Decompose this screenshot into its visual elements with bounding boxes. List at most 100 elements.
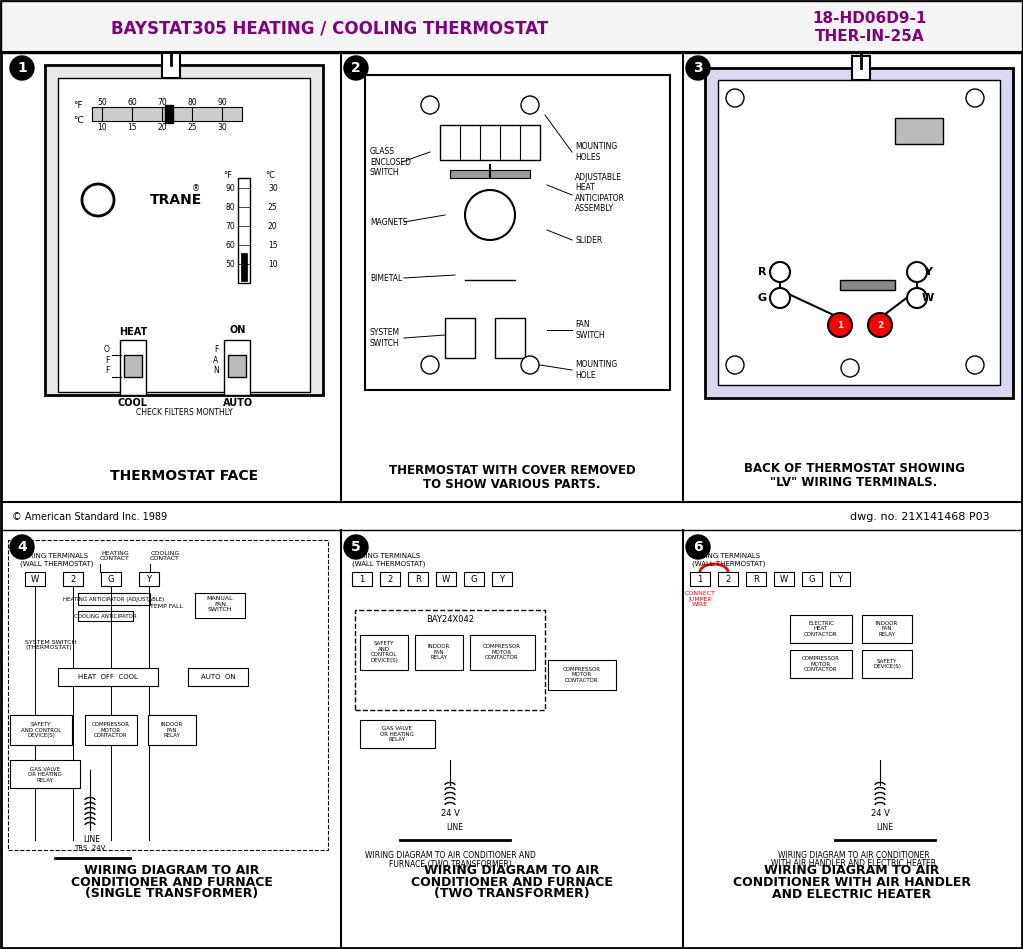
Bar [78, 593, 150, 605]
Bar [470, 635, 535, 670]
Text: 90: 90 [217, 98, 227, 106]
Text: TRS  24V: TRS 24V [75, 845, 105, 851]
Text: 1: 1 [698, 574, 703, 584]
Text: Y: Y [924, 267, 932, 277]
Bar [162, 53, 180, 78]
Bar [355, 610, 545, 710]
Text: GAS VALVE
OR HEATING
RELAY: GAS VALVE OR HEATING RELAY [28, 767, 62, 783]
Circle shape [82, 184, 114, 216]
Bar [790, 650, 852, 678]
Text: WIRING DIAGRAM TO AIR CONDITIONER: WIRING DIAGRAM TO AIR CONDITIONER [779, 851, 930, 861]
Text: 1: 1 [837, 321, 843, 329]
Circle shape [521, 356, 539, 374]
Text: COMPRESSOR
MOTOR
CONTACTOR: COMPRESSOR MOTOR CONTACTOR [563, 667, 601, 683]
Circle shape [421, 356, 439, 374]
Text: HEAT: HEAT [119, 327, 147, 337]
Ellipse shape [785, 148, 815, 162]
Text: BAY24X042: BAY24X042 [426, 616, 474, 624]
Text: 1: 1 [359, 574, 364, 584]
Text: 25: 25 [187, 122, 196, 132]
Text: (TWO TRANSFORMER): (TWO TRANSFORMER) [434, 887, 590, 901]
Text: WIRING DIAGRAM TO AIR: WIRING DIAGRAM TO AIR [764, 864, 940, 877]
Text: 5: 5 [351, 540, 361, 554]
Text: WITH AIR HANDLER AND ELECTRIC HEATER: WITH AIR HANDLER AND ELECTRIC HEATER [771, 860, 937, 868]
Text: W: W [780, 574, 788, 584]
Text: R: R [753, 574, 759, 584]
Bar [436, 572, 456, 586]
Circle shape [686, 535, 710, 559]
Circle shape [726, 356, 744, 374]
Text: 25: 25 [268, 202, 277, 212]
Text: MANUAL
FAN
SWITCH: MANUAL FAN SWITCH [207, 596, 233, 612]
Bar [360, 635, 408, 670]
Text: LINE: LINE [446, 824, 463, 832]
Bar [58, 78, 310, 392]
Text: INDOOR
FAN
RELAY: INDOOR FAN RELAY [161, 721, 183, 738]
Bar [25, 572, 45, 586]
Circle shape [770, 288, 790, 308]
Text: SYSTEM
SWITCH: SYSTEM SWITCH [370, 328, 400, 347]
Text: HEATING
CONTACT: HEATING CONTACT [100, 550, 130, 562]
Text: dwg. no. 21X141468 P03: dwg. no. 21X141468 P03 [850, 512, 989, 522]
Bar [101, 572, 121, 586]
Text: ON: ON [230, 325, 247, 335]
Text: AUTO: AUTO [223, 398, 253, 408]
Text: 1: 1 [17, 61, 27, 75]
Text: COOL: COOL [118, 398, 148, 408]
Bar [830, 572, 850, 586]
Text: °C: °C [265, 171, 275, 179]
Text: BACK OF THERMOSTAT SHOWING: BACK OF THERMOSTAT SHOWING [744, 461, 965, 474]
Text: THERMOSTAT FACE: THERMOSTAT FACE [109, 469, 258, 483]
Bar [774, 572, 794, 586]
Bar [440, 125, 540, 160]
Text: 50: 50 [225, 259, 235, 269]
Circle shape [10, 535, 34, 559]
Bar [360, 720, 435, 748]
Circle shape [344, 56, 368, 80]
Text: HEAT  OFF  COOL: HEAT OFF COOL [78, 674, 138, 680]
Circle shape [521, 96, 539, 114]
Circle shape [868, 313, 892, 337]
Text: 24 V: 24 V [441, 809, 459, 817]
Text: 20: 20 [268, 221, 277, 231]
Text: Y: Y [499, 574, 504, 584]
Text: 10: 10 [268, 259, 277, 269]
Text: 2: 2 [351, 61, 361, 75]
Bar [445, 318, 475, 358]
Circle shape [465, 190, 515, 240]
Text: W: W [442, 574, 450, 584]
Bar [1, 1, 1022, 53]
Text: WIRING DIAGRAM TO AIR: WIRING DIAGRAM TO AIR [84, 864, 260, 877]
Text: (WALL THERMOSTAT): (WALL THERMOSTAT) [692, 561, 765, 568]
Text: ELECTRIC
HEAT
CONTACTOR: ELECTRIC HEAT CONTACTOR [804, 621, 838, 638]
Bar [705, 68, 1013, 398]
Text: 70: 70 [225, 221, 235, 231]
Text: WIRING TERMINALS: WIRING TERMINALS [20, 553, 88, 559]
Bar [790, 615, 852, 643]
Text: 70: 70 [158, 98, 167, 106]
Text: 60: 60 [127, 98, 137, 106]
Text: BAYSTAT305 HEATING / COOLING THERMOSTAT: BAYSTAT305 HEATING / COOLING THERMOSTAT [112, 19, 548, 37]
Bar [124, 355, 142, 377]
Text: WIRING TERMINALS: WIRING TERMINALS [692, 553, 760, 559]
Text: THERMOSTAT WITH COVER REMOVED: THERMOSTAT WITH COVER REMOVED [389, 463, 635, 476]
Text: "LV" WIRING TERMINALS.: "LV" WIRING TERMINALS. [770, 475, 938, 489]
Text: R: R [758, 267, 766, 277]
Text: 10: 10 [97, 122, 106, 132]
Circle shape [907, 288, 927, 308]
Text: CHECK FILTERS MONTHLY: CHECK FILTERS MONTHLY [136, 407, 232, 417]
Bar [495, 318, 525, 358]
Text: SAFETY
DEVICE(S): SAFETY DEVICE(S) [873, 659, 901, 669]
Text: 2: 2 [388, 574, 393, 584]
Bar [120, 340, 146, 395]
Circle shape [828, 313, 852, 337]
Text: G: G [107, 574, 115, 584]
Text: THER-IN-25A: THER-IN-25A [815, 28, 925, 44]
Bar [148, 715, 196, 745]
Bar [690, 572, 710, 586]
Bar [718, 572, 738, 586]
Bar [238, 178, 250, 283]
Bar [746, 572, 766, 586]
Text: 30: 30 [268, 183, 278, 193]
Bar [718, 80, 1000, 385]
